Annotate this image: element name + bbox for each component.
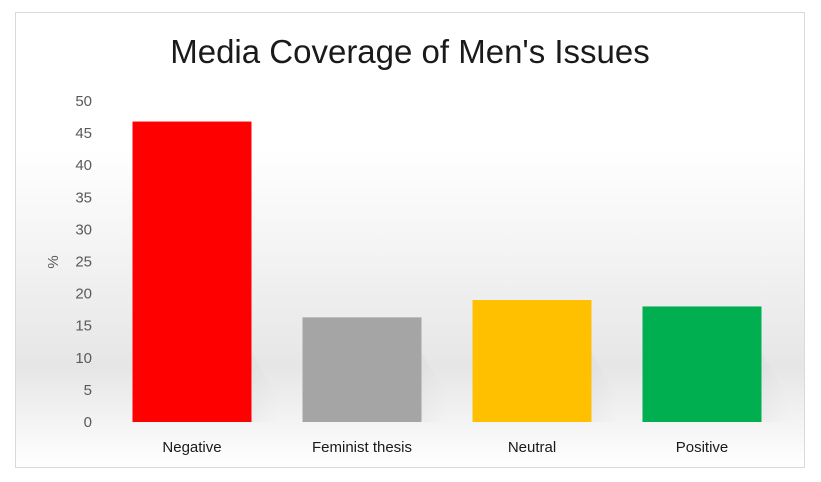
bar-feminist-thesis — [302, 317, 422, 422]
y-tick-label: 25 — [75, 254, 92, 271]
y-tick-label: 15 — [75, 318, 92, 335]
y-tick-label: 40 — [75, 157, 92, 174]
bar-positive — [642, 306, 762, 422]
bar-negative — [132, 121, 252, 422]
y-tick-label: 20 — [75, 286, 92, 303]
bar-neutral — [472, 300, 592, 422]
y-tick-label: 35 — [75, 189, 92, 206]
x-category-label: Neutral — [508, 439, 556, 456]
y-tick-label: 0 — [84, 414, 92, 431]
x-category-label: Negative — [162, 439, 221, 456]
x-category-label: Feminist thesis — [312, 439, 412, 456]
y-tick-label: 5 — [84, 382, 92, 399]
x-category-label: Positive — [676, 439, 729, 456]
y-tick-label: 50 — [75, 93, 92, 110]
y-tick-label: 10 — [75, 350, 92, 367]
y-tick-label: 30 — [75, 221, 92, 238]
chart-title: Media Coverage of Men's Issues — [170, 33, 650, 70]
y-axis-title: % — [45, 255, 62, 268]
y-tick-label: 45 — [75, 125, 92, 142]
